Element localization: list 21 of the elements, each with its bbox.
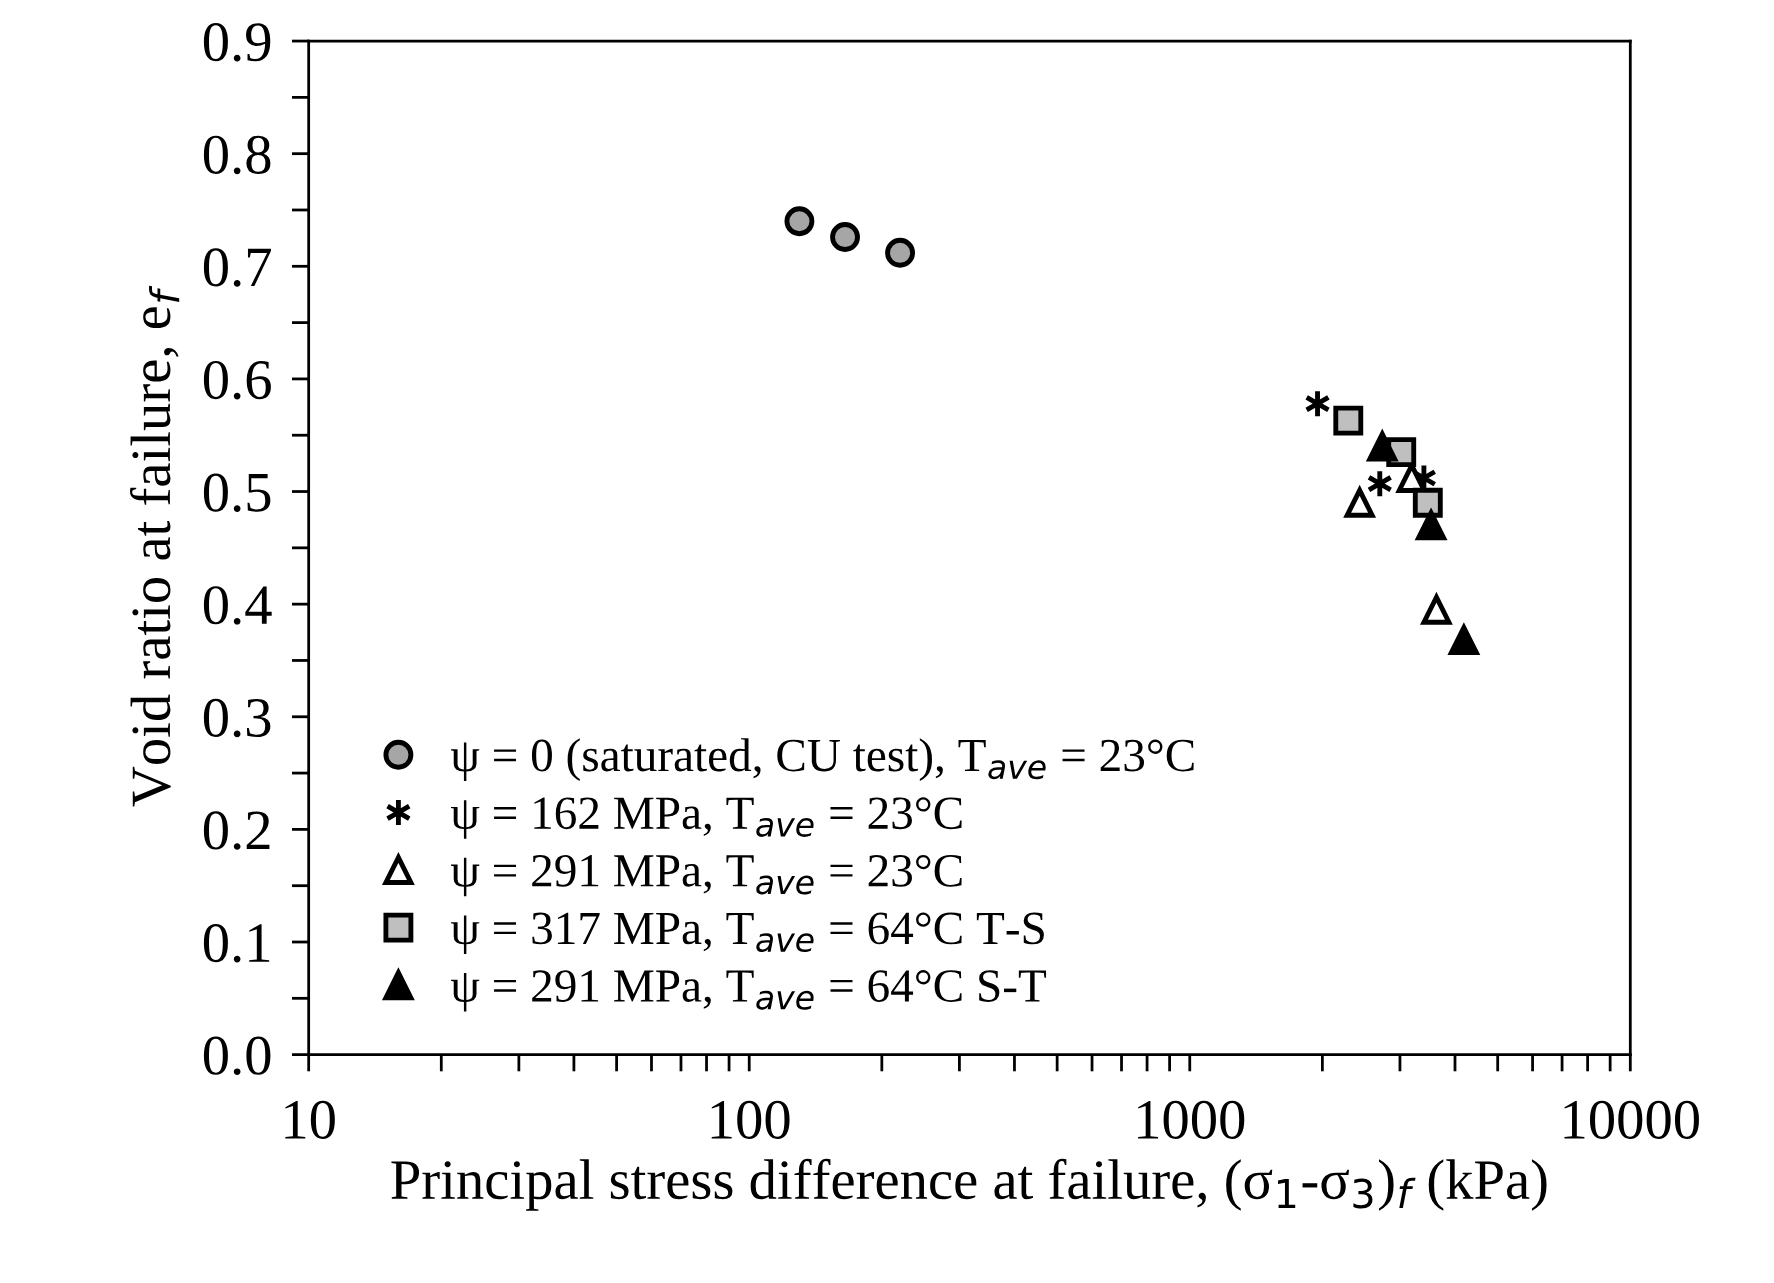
y-tick-label: 0.2 — [203, 811, 270, 850]
y-tick-label: 0.7 — [203, 248, 271, 287]
y-tick-label: 0.3 — [203, 698, 271, 738]
y-tick-label: 0.9 — [203, 23, 271, 62]
legend-label: ψ = 291 MPa, T$_{ave}$ = 23°C — [450, 854, 962, 897]
x-tick-label: 1000 — [1138, 1100, 1245, 1139]
x-tick-label: 10 — [285, 1100, 335, 1139]
y-tick-label: 0.1 — [203, 923, 270, 963]
legend-label: ψ = 162 MPa, T$_{ave}$ = 23°C — [450, 797, 962, 839]
y-tick-label: 0.4 — [203, 586, 272, 625]
y-axis-title: Void ratio at failure, e$_{f}$ — [129, 285, 180, 807]
x-tick-label: 10000 — [1564, 1100, 1699, 1139]
y-tick-label: 0.0 — [203, 1036, 271, 1076]
legend-label: ψ = 0 (saturated, CU test), T$_{ave}$ = 23°C — [450, 738, 1194, 782]
y-tick-label: 0.5 — [203, 473, 271, 512]
legend-label: ψ = 317 MPa, T$_{ave}$ = 64°C T-S — [450, 912, 1044, 954]
legend-label: ψ = 291 MPa, T$_{ave}$ = 64°C S-T — [450, 970, 1047, 1012]
y-tick-label: 0.8 — [203, 135, 271, 175]
x-tick-label: 100 — [711, 1100, 790, 1139]
y-tick-label: 0.6 — [203, 360, 271, 400]
x-axis-title: Principal stress difference at failure, (σ$_{1}$-σ$_{3}$)$_{f}$ (kPa) — [391, 1158, 1547, 1211]
